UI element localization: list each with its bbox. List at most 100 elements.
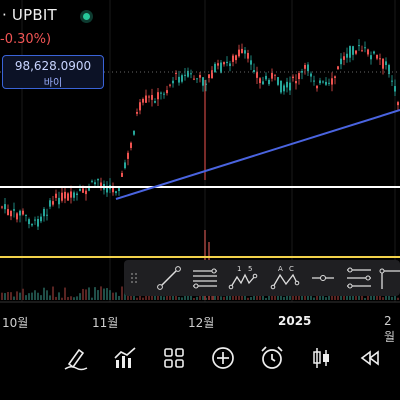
draw-pen-icon[interactable] [62,344,90,372]
candle-body [28,219,30,225]
svg-text:1: 1 [237,265,241,273]
x-axis-label: 2월 [384,314,396,344]
candle-body [79,188,81,191]
measure-icon[interactable] [308,263,338,293]
candle-body [367,49,369,55]
elliott-wave-icon[interactable]: 1 5 [228,263,258,293]
candle-body [286,81,288,88]
candle-body [259,78,261,84]
market-open-dot [80,10,93,23]
svg-text:C: C [289,265,294,273]
candle-body [184,74,186,76]
candle-body [88,186,90,191]
candle-body [127,152,129,159]
candle-body [205,83,207,85]
volume-bar [388,293,390,300]
candle-body [391,80,393,82]
candle-body [265,75,267,80]
candle-body [97,179,99,181]
volume-bar [70,296,72,300]
candlesticks [1,39,399,231]
volume-bar [223,296,225,300]
candle-body [52,201,54,205]
candle-body [232,55,234,62]
volume-bar [295,295,297,300]
candle-body [277,77,279,85]
candle-body [307,64,309,72]
candle-body [337,66,339,70]
volume-bar [1,292,3,300]
candle-body [49,200,51,207]
candle-body [94,182,96,185]
candle-body [31,224,33,226]
candle-body [379,58,381,60]
path-icon[interactable] [378,263,400,293]
volume-bar [55,296,57,300]
alarm-icon[interactable] [258,344,286,372]
x-axis-label: 11월 [92,316,119,330]
candle-body [358,45,360,47]
volume-bar [229,292,231,300]
volume-bar [64,287,66,300]
blue-trend-line[interactable] [115,109,400,200]
candle-body [394,86,396,92]
candle-type-icon[interactable] [307,344,335,372]
candle-body [325,81,327,85]
candle-body [238,49,240,57]
candle-body [352,46,354,55]
fib-levels-icon[interactable] [190,263,220,293]
svg-text:A: A [278,265,283,273]
volume-bar [367,292,369,300]
candle-body [373,51,375,54]
volume-bar [313,297,315,300]
volume-bar [154,295,156,300]
candle-body [10,210,12,217]
candle-body [19,210,21,216]
xabcd-pattern-icon[interactable] [344,263,374,293]
abc-pattern-icon[interactable]: A C [270,263,300,293]
volume-bar [115,292,117,300]
volume-bar [181,297,183,300]
candle-body [241,48,243,54]
volume-bar [10,292,12,300]
volume-bar [244,294,246,300]
volume-bar [82,288,84,300]
layouts-icon[interactable] [160,344,188,372]
candle-body [172,80,174,84]
candle-body [178,76,180,83]
candle-body [262,81,264,85]
volume-bar [103,288,105,300]
volume-bar [235,292,237,300]
candle-body [388,65,390,75]
volume-bar [94,287,96,300]
candle-body [223,62,225,65]
candle-body [349,46,351,58]
candle-body [64,191,66,199]
volume-bar [256,293,258,300]
indicators-icon[interactable] [111,344,139,372]
candle-body [148,96,150,98]
candle-body [196,78,198,80]
price-badge[interactable]: 98,628.0900 바이 [2,55,104,89]
volume-bar [121,286,123,300]
volume-bar [7,292,9,300]
volume-bar [13,296,15,300]
candle-body [208,74,210,79]
candle-body [22,210,24,215]
price-badge-value: 98,628.0900 [14,59,92,73]
candle-body [13,209,15,211]
candle-body [16,213,18,220]
candle-body [256,71,258,78]
replay-icon[interactable] [356,344,384,372]
candle-body [331,78,333,85]
volume-bar [79,293,81,300]
drag-handle-icon[interactable] [130,272,138,284]
candle-body [229,63,231,67]
candle-body [202,77,204,86]
symbol-title[interactable]: · UPBIT [2,6,57,24]
candle-body [214,63,216,73]
add-icon[interactable] [209,344,237,372]
candle-body [40,216,42,222]
candle-body [193,78,195,80]
trend-line-icon[interactable] [154,263,184,293]
